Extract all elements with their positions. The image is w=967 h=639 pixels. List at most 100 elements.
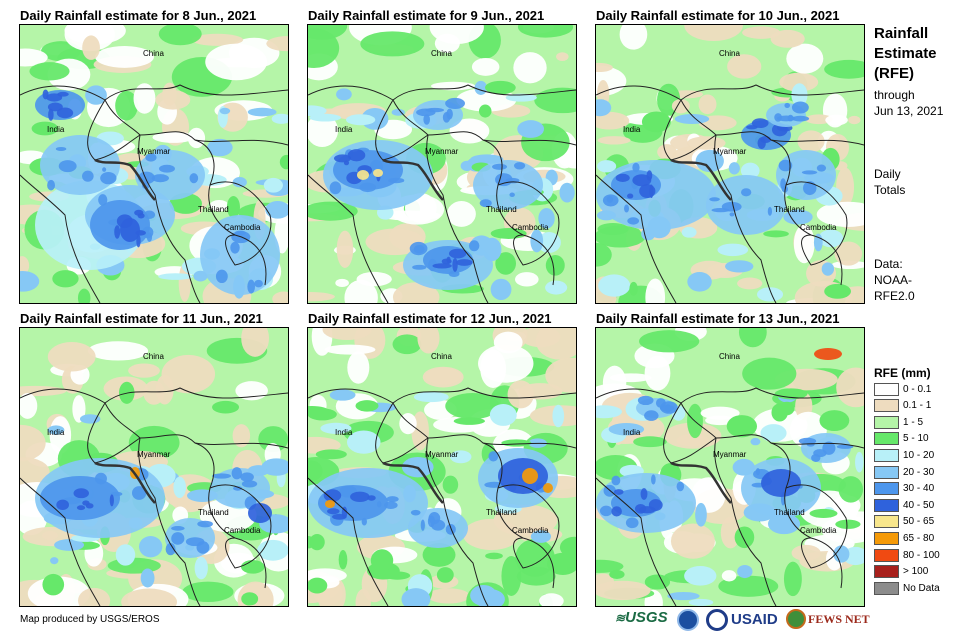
place-label-myanmar: Myanmar	[425, 450, 459, 459]
panel-title-5: Daily Rainfall estimate for 12 Jun., 202…	[308, 311, 552, 326]
through-date: through Jun 13, 2021	[874, 87, 943, 119]
heading-line-2: Estimate	[874, 45, 937, 62]
daily-totals-note: Daily Totals	[874, 166, 905, 198]
legend-swatch	[874, 498, 899, 512]
place-label-thailand: Thailand	[774, 205, 805, 214]
panel-title-4: Daily Rainfall estimate for 11 Jun., 202…	[20, 311, 263, 326]
rainfall-field-svg	[596, 328, 864, 606]
rainfall-field-svg	[596, 25, 864, 303]
daily-label: Daily	[874, 167, 901, 181]
rainfall-field-svg	[20, 328, 288, 606]
place-label-myanmar: Myanmar	[137, 147, 171, 156]
place-label-india: India	[47, 428, 65, 437]
place-label-thailand: Thailand	[774, 508, 805, 517]
place-label-cambodia: Cambodia	[512, 526, 549, 535]
place-label-thailand: Thailand	[198, 508, 229, 517]
legend-label: 50 - 65	[903, 516, 935, 528]
usgs-logo: ≋USGS	[615, 609, 668, 626]
data-source: Data: NOAA- RFE2.0	[874, 256, 915, 304]
legend-label: 0 - 0.1	[903, 383, 932, 395]
legend-swatch	[874, 581, 899, 595]
data-source-line-2: NOAA-	[874, 273, 913, 287]
legend-label: 80 - 100	[903, 549, 940, 561]
rainfall-field-svg	[308, 328, 576, 606]
place-label-cambodia: Cambodia	[800, 223, 837, 232]
panel-title-1: Daily Rainfall estimate for 8 Jun., 2021	[20, 8, 257, 23]
legend-row: 65 - 80	[874, 531, 934, 545]
legend-row: 0 - 0.1	[874, 382, 931, 396]
legend-swatch	[874, 565, 899, 579]
place-label-thailand: Thailand	[486, 205, 517, 214]
place-label-cambodia: Cambodia	[224, 526, 261, 535]
through-value: Jun 13, 2021	[874, 104, 944, 118]
place-label-india: India	[623, 428, 641, 437]
place-label-india: India	[47, 125, 65, 134]
legend-swatch	[874, 432, 899, 446]
rainfall-field-svg	[308, 25, 576, 303]
legend-row: > 100	[874, 565, 928, 579]
legend-swatch	[874, 448, 899, 462]
fews-net-globe-icon	[786, 609, 806, 629]
place-label-india: India	[335, 428, 353, 437]
legend-label: 0.1 - 1	[903, 400, 932, 412]
rainfall-map-1: China India Myanmar Thailand Cambodia	[19, 24, 289, 304]
rainfall-map-2: China India Myanmar Thailand Cambodia	[307, 24, 577, 304]
legend-row: 30 - 40	[874, 482, 934, 496]
legend-row: 40 - 50	[874, 498, 934, 512]
legend-swatch	[874, 415, 899, 429]
place-label-myanmar: Myanmar	[137, 450, 171, 459]
place-label-cambodia: Cambodia	[224, 223, 261, 232]
legend-row: 0.1 - 1	[874, 399, 931, 413]
legend-label: 30 - 40	[903, 483, 935, 495]
legend-label: 10 - 20	[903, 449, 935, 461]
legend-label: 20 - 30	[903, 466, 935, 478]
legend-label: > 100	[903, 566, 929, 578]
legend-row: 1 - 5	[874, 415, 923, 429]
data-source-line-3: RFE2.0	[874, 289, 915, 303]
rainfall-map-4: China India Myanmar Thailand Cambodia	[19, 327, 289, 607]
place-label-china: China	[719, 352, 740, 361]
usaid-logo: USAID	[731, 611, 778, 628]
legend-row: 80 - 100	[874, 548, 940, 562]
legend-row: 10 - 20	[874, 448, 934, 462]
place-label-india: India	[335, 125, 353, 134]
legend-title: RFE (mm)	[874, 366, 931, 380]
panel-title-6: Daily Rainfall estimate for 13 Jun., 202…	[596, 311, 840, 326]
data-source-label: Data:	[874, 257, 903, 271]
place-label-cambodia: Cambodia	[512, 223, 549, 232]
legend-row: 5 - 10	[874, 432, 929, 446]
rainfall-map-5: China India Myanmar Thailand Cambodia	[307, 327, 577, 607]
legend-swatch	[874, 465, 899, 479]
legend-heading: Rainfall Estimate (RFE)	[874, 24, 937, 84]
noaa-logo-icon	[677, 609, 699, 631]
legend-swatch	[874, 482, 899, 496]
legend-swatch	[874, 382, 899, 396]
heading-line-1: Rainfall	[874, 25, 929, 42]
place-label-thailand: Thailand	[486, 508, 517, 517]
legend-label: No Data	[903, 582, 940, 594]
place-label-myanmar: Myanmar	[425, 147, 459, 156]
legend-row: No Data	[874, 581, 940, 595]
legend-swatch	[874, 531, 899, 545]
legend-label: 1 - 5	[903, 416, 924, 428]
place-label-cambodia: Cambodia	[800, 526, 837, 535]
legend-label: 40 - 50	[903, 499, 935, 511]
fews-net-logo: FEWS NET	[786, 609, 870, 629]
rainfall-map-6: China India Myanmar Thailand Cambodia	[595, 327, 865, 607]
place-label-china: China	[431, 49, 452, 58]
legend-row: 50 - 65	[874, 515, 934, 529]
through-label: through	[874, 88, 915, 102]
place-label-thailand: Thailand	[198, 205, 229, 214]
legend-swatch	[874, 548, 899, 562]
panel-title-2: Daily Rainfall estimate for 9 Jun., 2021	[308, 8, 545, 23]
heading-line-3: (RFE)	[874, 65, 914, 82]
map-credit: Map produced by USGS/EROS	[20, 614, 160, 625]
legend-label: 65 - 80	[903, 532, 935, 544]
panel-title-3: Daily Rainfall estimate for 10 Jun., 202…	[596, 8, 840, 23]
place-label-myanmar: Myanmar	[713, 450, 747, 459]
place-label-china: China	[431, 352, 452, 361]
legend-row: 20 - 30	[874, 465, 934, 479]
rainfall-field-svg	[20, 25, 288, 303]
place-label-china: China	[143, 352, 164, 361]
rainfall-map-3: China India Myanmar Thailand Cambodia	[595, 24, 865, 304]
